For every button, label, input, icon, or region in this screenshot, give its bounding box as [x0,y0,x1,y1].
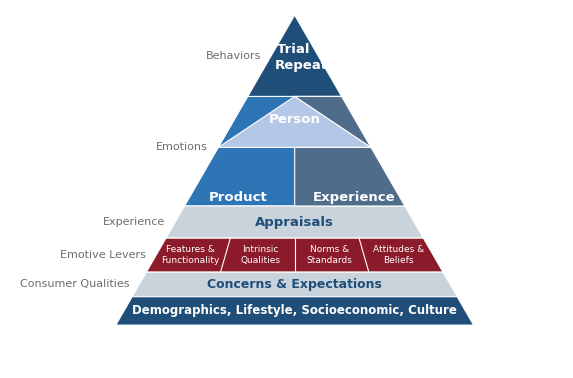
Text: Emotive Levers: Emotive Levers [60,250,146,260]
Text: Product: Product [209,191,267,204]
Polygon shape [248,15,342,96]
Text: Emotions: Emotions [156,143,208,152]
Polygon shape [116,297,473,325]
Polygon shape [166,206,423,238]
Polygon shape [218,96,371,147]
Text: Appraisals: Appraisals [255,215,334,229]
Text: Norms &
Standards: Norms & Standards [307,245,352,265]
Text: Demographics, Lifestyle, Socioeconomic, Culture: Demographics, Lifestyle, Socioeconomic, … [132,304,457,318]
Text: Attitudes &
Beliefs: Attitudes & Beliefs [373,245,424,265]
Text: Consumer Qualities: Consumer Qualities [19,279,129,290]
Text: Concerns & Expectations: Concerns & Expectations [207,278,382,291]
Polygon shape [185,96,405,206]
Text: Experience: Experience [103,217,165,227]
Polygon shape [295,96,371,147]
Text: Intrinsic
Qualities: Intrinsic Qualities [240,245,280,265]
Polygon shape [295,147,405,206]
Text: Experience: Experience [312,191,395,204]
Text: Behaviors: Behaviors [206,51,261,61]
Text: Features &
Functionality: Features & Functionality [162,245,220,265]
Text: Trial &
Repeat: Trial & Repeat [274,43,327,72]
Polygon shape [146,238,443,272]
Polygon shape [132,272,457,297]
Text: Person: Person [269,113,321,126]
